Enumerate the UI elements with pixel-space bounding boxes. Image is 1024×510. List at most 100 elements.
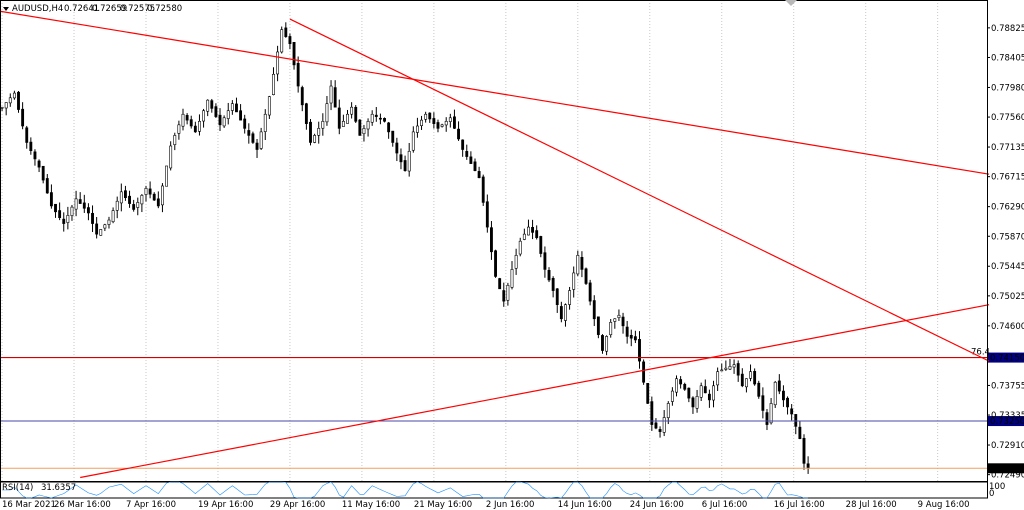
candle-body [543,252,547,270]
candle-body [152,193,156,201]
candle-body [786,397,789,408]
candle-body [329,85,333,104]
candle-body [403,160,407,171]
candle-body [494,250,497,277]
candle-body [181,113,185,127]
rsi-label: RSI(14) 31.6357 100 0 [2,482,1005,499]
y-tick-label: 0.75445 [991,262,1024,272]
candle-body [304,103,308,124]
candle-body [243,118,247,129]
candle-body [633,336,637,341]
candle-body [675,378,678,393]
candle-body [679,379,683,385]
candle-body [576,255,580,275]
trendline[interactable] [0,1,990,175]
y-tick-label: 0.78405 [991,53,1024,63]
rsi-panel [2,481,809,499]
candle-body [259,131,263,149]
candle-body [95,223,99,235]
candle-body [198,121,201,132]
candle-body [613,318,617,322]
candle-body [45,178,49,194]
candle-body [119,191,123,204]
candle-body [218,114,222,126]
candle-body [687,387,691,399]
x-tick-label: 29 Apr 16:00 [270,500,325,510]
candle-body [728,366,732,370]
trendline[interactable] [80,304,990,479]
candle-body [461,139,465,150]
candle-body [559,306,563,320]
candle-body [782,390,785,401]
candle-body [144,188,148,195]
candle-body [185,115,189,121]
candle-body [646,383,650,404]
candle-body [580,257,584,270]
candle-body [12,92,16,99]
candle-body [794,414,798,427]
dropdown-arrow-icon[interactable] [3,7,9,11]
candle-body [136,202,140,208]
candle-body [753,370,757,385]
y-tick-label: 0.77560 [991,113,1024,123]
trendlines[interactable] [0,1,990,479]
candle-body [531,227,534,233]
candle-body [8,97,12,104]
candle-body [601,335,604,351]
candle-body [25,127,29,143]
candle-body [103,224,107,229]
candle-body [712,385,715,401]
candle-body [378,117,382,120]
candle-body [132,204,136,210]
price-label-bg [988,352,1024,363]
candle-body [70,206,74,216]
candle-body [642,361,646,383]
candle-body [288,36,292,45]
candle-body [609,322,613,336]
candle-body [156,198,160,207]
candle-body [128,195,131,204]
candle-body [527,226,530,236]
x-tick-label: 16 Jul 16:00 [774,500,825,510]
candle-body [691,397,695,408]
y-tick-label: 0.72910 [991,441,1024,451]
candle-body [74,198,78,210]
chart-shift-marker-icon[interactable] [785,0,797,6]
candle-body [173,135,177,145]
candle-body [82,202,86,209]
candle-body [267,96,271,116]
candle-body [769,403,773,424]
candle-body [457,128,460,140]
candle-body [99,229,103,236]
candle-body [477,171,481,179]
header-symbol: AUDUSD,H4 [12,4,63,14]
trendline[interactable] [289,18,990,362]
candle-body [749,371,752,379]
candle-body [292,41,296,66]
candle-body [551,278,555,291]
candle-body [391,130,395,143]
candle-body [399,154,403,163]
candle-body [740,373,744,387]
candle-body [744,378,748,388]
candle-body [370,113,374,123]
candle-body [366,121,370,130]
candle-body [605,336,609,352]
y-tick-label: 0.76715 [991,173,1024,183]
candle-body [148,188,152,195]
candle-body [732,364,736,368]
y-tick-label: 0.76290 [991,203,1024,213]
candle-body [650,401,654,425]
y-tick-label: 0.72490 [991,471,1024,481]
y-tick-label: 0.78825 [991,24,1024,34]
candle-body [596,316,600,335]
candle-body [49,192,53,207]
y-tick-label: 0.77980 [991,83,1024,93]
candle-body [757,382,761,397]
candle-body [798,426,802,439]
x-tick-label: 6 Jul 16:00 [702,500,748,510]
candle-body [514,255,518,269]
